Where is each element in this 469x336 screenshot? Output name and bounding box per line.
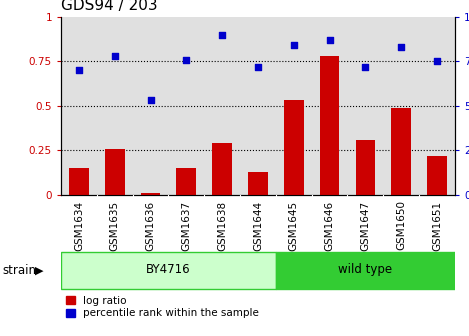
Point — [254, 64, 262, 69]
Text: GDS94 / 203: GDS94 / 203 — [61, 0, 158, 13]
Bar — [105, 149, 125, 195]
Text: GSM1635: GSM1635 — [110, 200, 120, 251]
Text: GSM1644: GSM1644 — [253, 200, 263, 251]
Bar — [356, 140, 375, 195]
Point — [219, 32, 226, 37]
Text: BY4716: BY4716 — [146, 263, 191, 276]
Point — [326, 37, 333, 43]
Text: wild type: wild type — [338, 263, 393, 276]
Bar — [212, 143, 232, 195]
Point — [75, 68, 83, 73]
Text: GSM1647: GSM1647 — [360, 200, 371, 251]
Point — [362, 64, 369, 69]
Text: GSM1636: GSM1636 — [145, 200, 156, 251]
Text: GSM1646: GSM1646 — [325, 200, 334, 251]
Bar — [69, 168, 89, 195]
Bar — [391, 108, 411, 195]
Text: strain: strain — [2, 264, 36, 277]
Bar — [61, 252, 276, 289]
Text: GSM1650: GSM1650 — [396, 200, 406, 250]
Text: GSM1637: GSM1637 — [182, 200, 191, 251]
Point — [111, 53, 119, 59]
Text: GSM1638: GSM1638 — [217, 200, 227, 251]
Bar — [248, 172, 268, 195]
Text: GSM1634: GSM1634 — [74, 200, 84, 251]
Bar — [141, 193, 160, 195]
Text: GSM1651: GSM1651 — [432, 200, 442, 251]
Point — [290, 43, 297, 48]
Point — [182, 57, 190, 62]
Bar — [320, 56, 340, 195]
Bar — [176, 168, 196, 195]
Text: GSM1645: GSM1645 — [289, 200, 299, 251]
Text: ▶: ▶ — [35, 265, 44, 276]
Bar — [427, 156, 447, 195]
Legend: log ratio, percentile rank within the sample: log ratio, percentile rank within the sa… — [66, 296, 259, 319]
Point — [433, 58, 441, 64]
Bar — [284, 100, 303, 195]
Bar — [276, 252, 455, 289]
Point — [147, 98, 154, 103]
Point — [397, 44, 405, 50]
